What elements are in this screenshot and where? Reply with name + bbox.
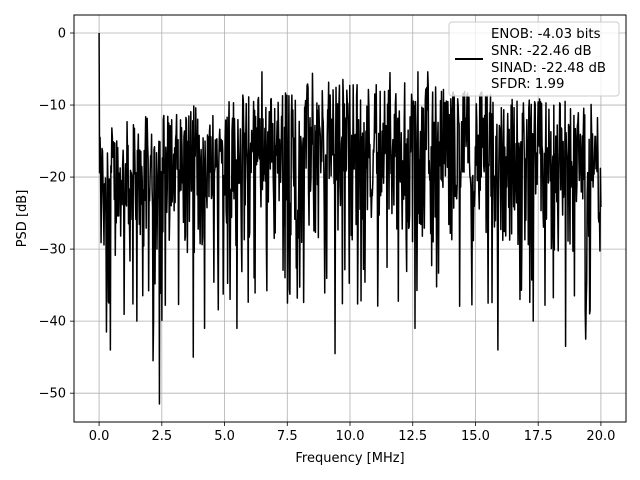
y-tick-label: 0 [58,27,66,42]
x-tick-label: 17.5 [524,429,553,444]
plot-area [98,33,602,405]
legend-enob: ENOB: -4.03 bits [491,27,601,42]
x-tick-label: 12.5 [398,429,427,444]
y-tick-label: −50 [39,387,66,402]
y-axis-ticks: 0 −10 −20 −30 −40 −50 [39,27,74,402]
x-axis-ticks: 0.0 2.5 5.0 7.5 10.0 12.5 15.0 17.5 20.0 [89,422,615,444]
y-tick-label: −10 [39,99,66,114]
x-tick-label: 0.0 [89,429,110,444]
legend-sfdr: SFDR: 1.99 [491,77,564,92]
psd-series-line [98,33,602,405]
x-tick-label: 7.5 [277,429,298,444]
y-tick-label: −30 [39,243,66,258]
y-axis-label: PSD [dB] [15,190,30,248]
y-tick-label: −20 [39,171,66,186]
legend-snr: SNR: -22.46 dB [491,44,592,59]
legend: ENOB: -4.03 bits SNR: -22.46 dB SINAD: -… [448,21,620,97]
x-tick-label: 20.0 [586,429,615,444]
legend-sinad: SINAD: -22.48 dB [491,61,606,76]
x-axis-label: Frequency [MHz] [295,451,404,466]
x-tick-label: 5.0 [214,429,235,444]
x-tick-label: 15.0 [461,429,490,444]
legend-box [448,21,620,97]
y-tick-label: −40 [39,315,66,330]
x-tick-label: 10.0 [336,429,365,444]
x-tick-label: 2.5 [151,429,172,444]
